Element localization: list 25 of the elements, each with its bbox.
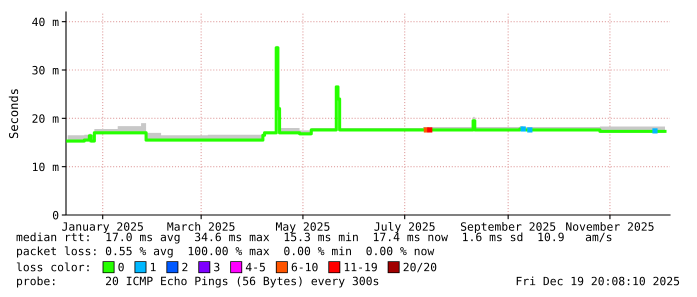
legend-title: loss color: [16,262,89,272]
legend-label: 20/20 [404,262,436,272]
legend-label: 1 [150,262,156,272]
y-axis-title: Seconds [8,89,18,138]
y-tick-label: 40 m [32,18,59,26]
x-tick-label: July 2025 [374,222,435,234]
y-tick-label: 0 [52,210,58,220]
text: packet loss: 0.55 % avg 100.00 % max 0.00 % min 0.00 % now [17,246,434,258]
legend-label: 2 [182,262,188,272]
y-tick-label: 10 m [33,162,59,172]
y-tick-label: 30 m [32,66,59,75]
text: Fri Dec 19 20:08:10 2025 [516,276,680,286]
text: median rtt: 17.0 ms avg 34.6 ms max 15.3 ms min 17.4 ms now 1.6 ms sd 10.9 am/s [16,232,612,244]
legend-label: 11-19 [344,262,377,272]
y-tick-label: 20 m [32,114,59,123]
text: probe: 20 ICMP Echo Pings (56 Bytes) every 300s [17,276,378,288]
legend-label: 6-10 [292,262,318,272]
x-tick-label: May 2025 [276,222,330,234]
x-tick-label: November 2025 [566,222,654,231]
x-tick-label: September 2025 [460,222,556,234]
x-tick-label: March 2025 [167,222,235,231]
legend-label: 0 [118,262,124,272]
legend-label: 4-5 [246,262,265,272]
legend-label: 3 [214,262,220,272]
x-tick-label: January 2025 [62,222,143,234]
